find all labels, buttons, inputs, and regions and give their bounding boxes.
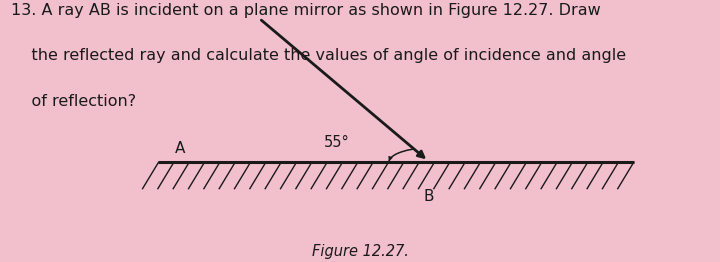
Text: of reflection?: of reflection? [11, 94, 136, 109]
Text: B: B [423, 189, 433, 204]
Text: the reflected ray and calculate the values of angle of incidence and angle: the reflected ray and calculate the valu… [11, 48, 626, 63]
Text: 55°: 55° [323, 135, 349, 150]
Text: A: A [175, 140, 185, 156]
Text: Figure 12.27.: Figure 12.27. [312, 244, 408, 259]
Text: 13. A ray AB is incident on a plane mirror as shown in Figure 12.27. Draw: 13. A ray AB is incident on a plane mirr… [11, 3, 600, 18]
